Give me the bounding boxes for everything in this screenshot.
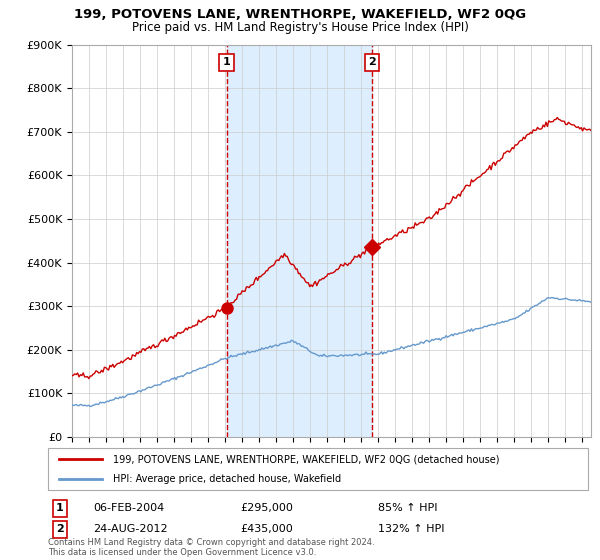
Bar xyxy=(227,45,372,437)
Text: 2: 2 xyxy=(368,58,376,67)
FancyBboxPatch shape xyxy=(48,448,588,490)
Text: £435,000: £435,000 xyxy=(240,524,293,534)
Text: 06-FEB-2004: 06-FEB-2004 xyxy=(93,503,164,514)
Text: 132% ↑ HPI: 132% ↑ HPI xyxy=(378,524,445,534)
Text: Price paid vs. HM Land Registry's House Price Index (HPI): Price paid vs. HM Land Registry's House … xyxy=(131,21,469,34)
Text: 24-AUG-2012: 24-AUG-2012 xyxy=(93,524,167,534)
Text: 85% ↑ HPI: 85% ↑ HPI xyxy=(378,503,437,514)
Text: 199, POTOVENS LANE, WRENTHORPE, WAKEFIELD, WF2 0QG (detached house): 199, POTOVENS LANE, WRENTHORPE, WAKEFIEL… xyxy=(113,454,499,464)
Text: 1: 1 xyxy=(223,58,230,67)
Text: Contains HM Land Registry data © Crown copyright and database right 2024.
This d: Contains HM Land Registry data © Crown c… xyxy=(48,538,374,557)
Text: 199, POTOVENS LANE, WRENTHORPE, WAKEFIELD, WF2 0QG: 199, POTOVENS LANE, WRENTHORPE, WAKEFIEL… xyxy=(74,8,526,21)
Text: HPI: Average price, detached house, Wakefield: HPI: Average price, detached house, Wake… xyxy=(113,474,341,484)
Text: 2: 2 xyxy=(56,524,64,534)
Text: 1: 1 xyxy=(56,503,64,514)
Text: £295,000: £295,000 xyxy=(240,503,293,514)
